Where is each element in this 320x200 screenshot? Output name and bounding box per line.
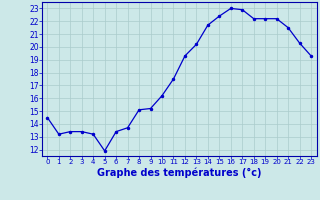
X-axis label: Graphe des températures (°c): Graphe des températures (°c) [97,168,261,178]
